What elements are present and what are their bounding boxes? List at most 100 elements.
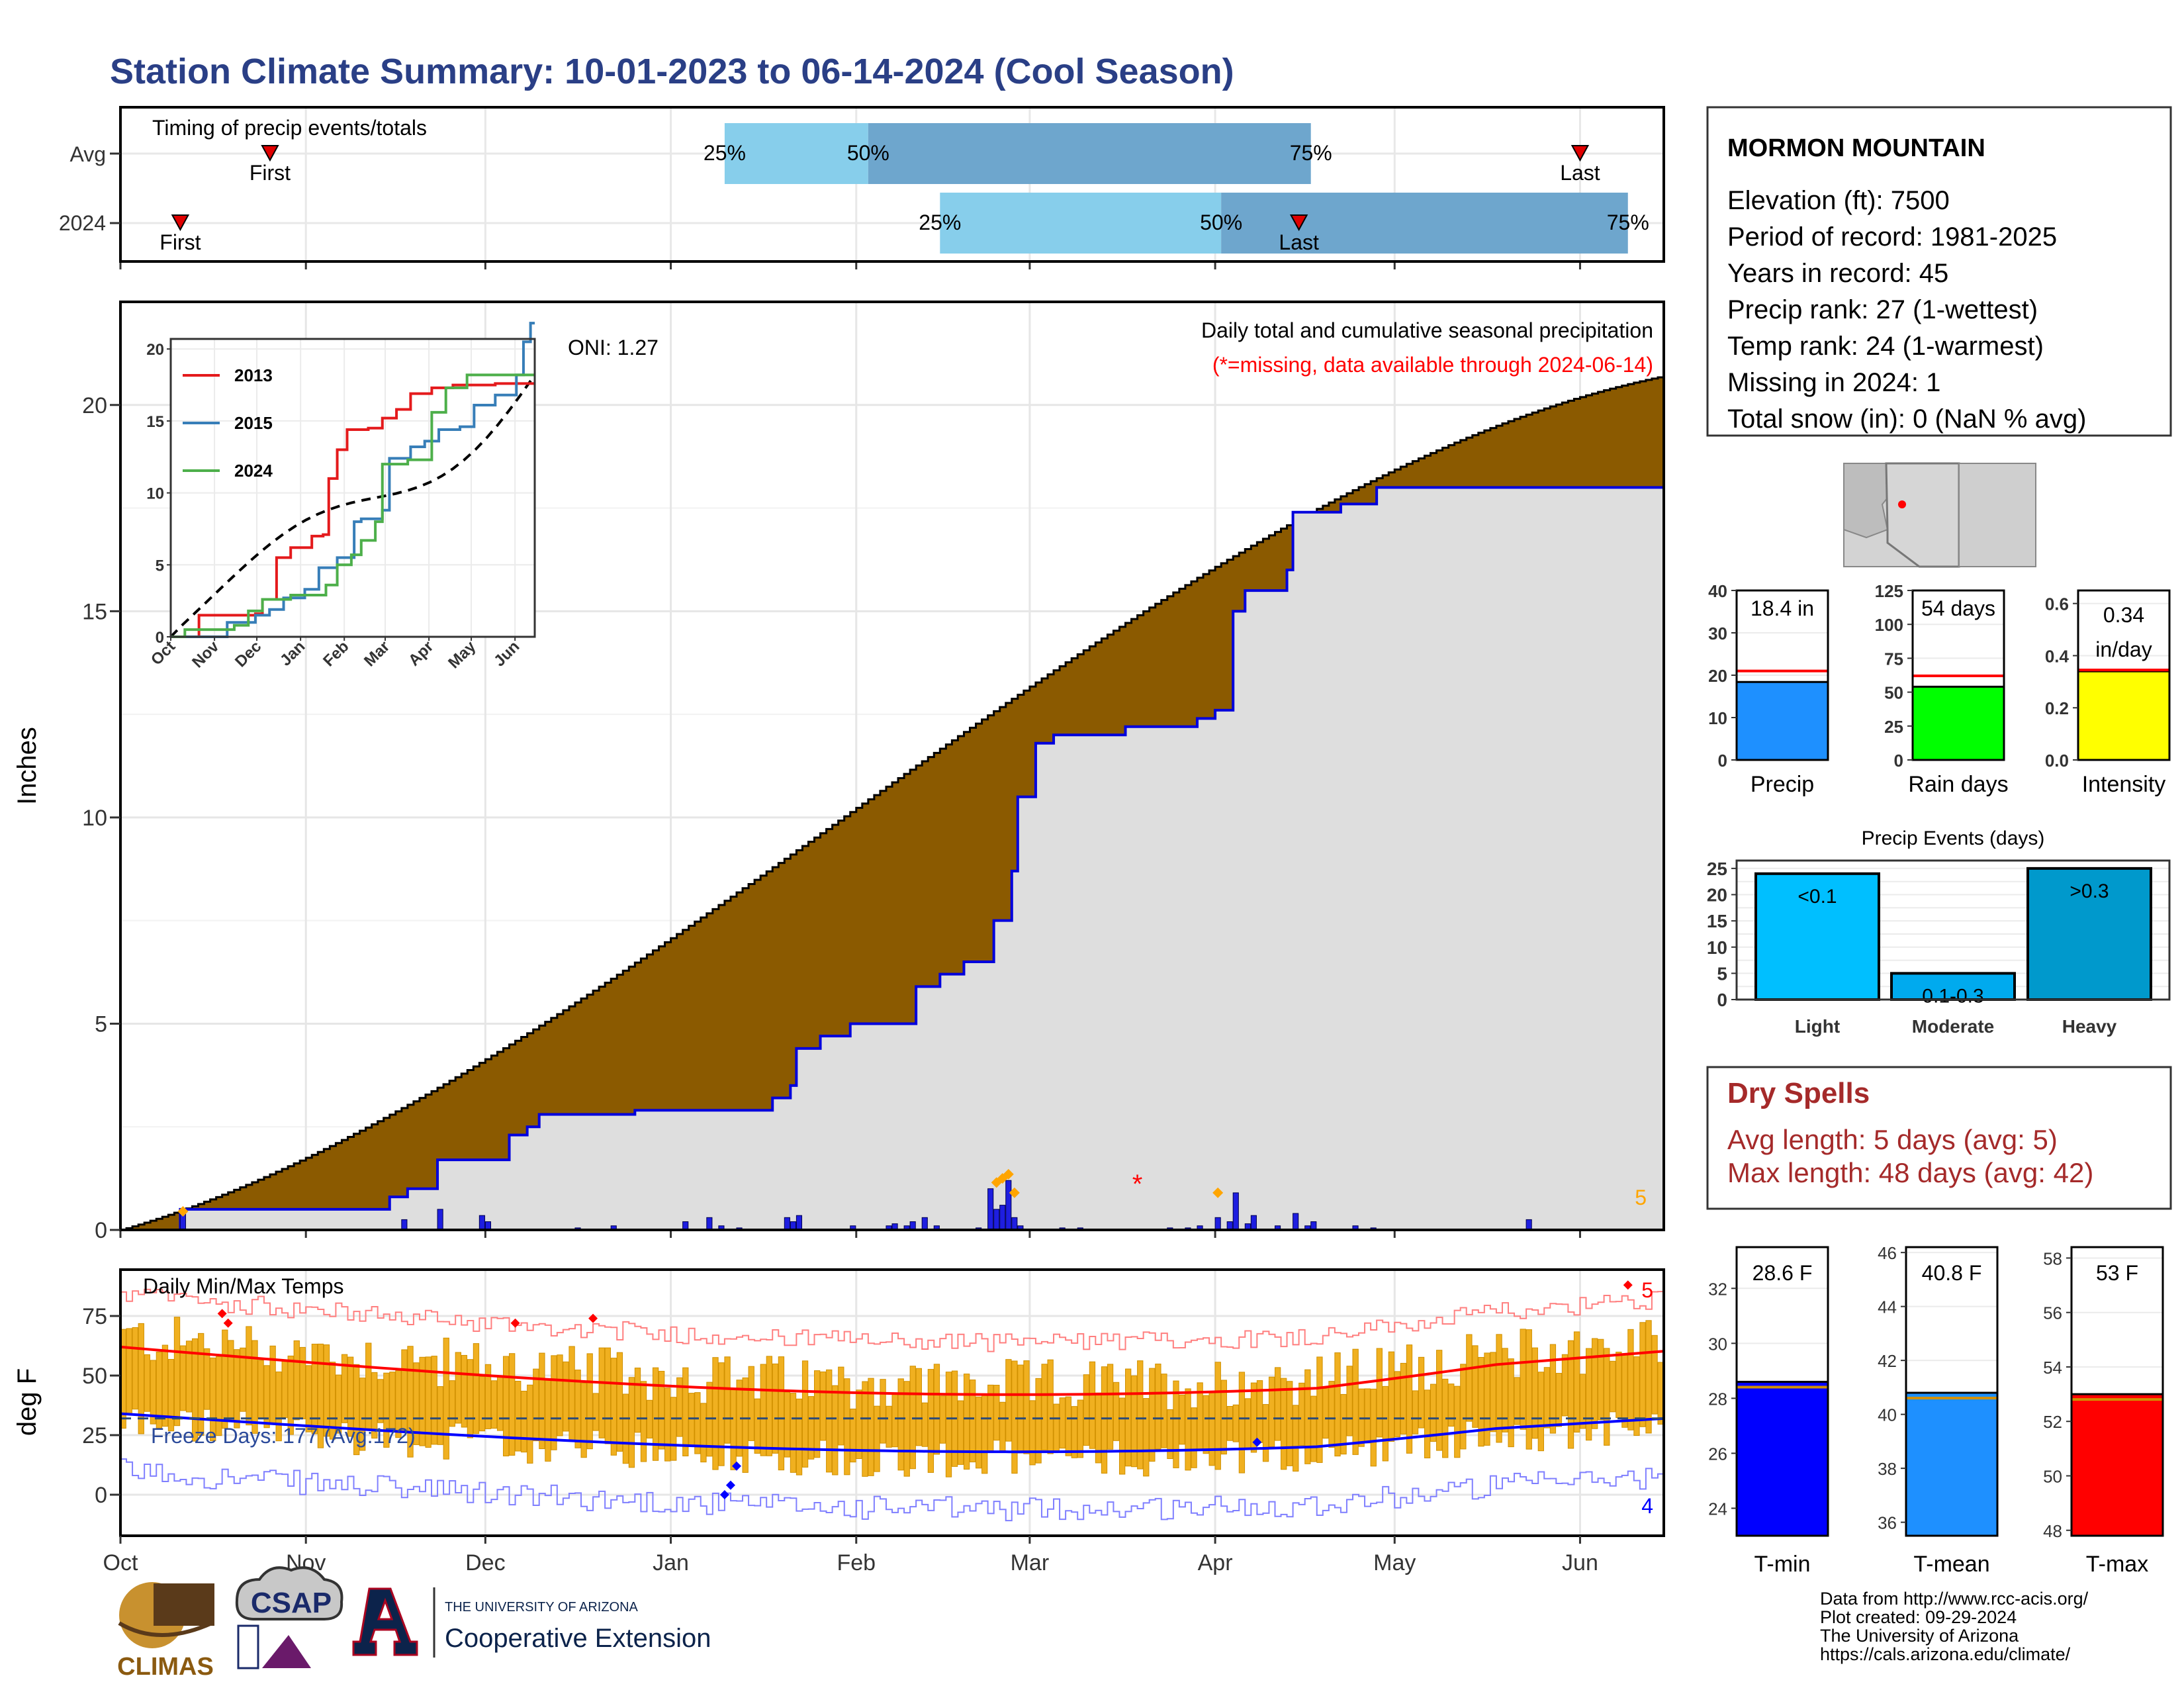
daily-temp-bar — [323, 1344, 330, 1437]
temps-ylabel: deg F — [13, 1368, 42, 1436]
timing-avg-25-50-bar — [724, 123, 868, 184]
daily-temp-bar — [1490, 1352, 1496, 1432]
events-ytick-label: 0 — [1717, 990, 1727, 1010]
record-high-marker — [223, 1318, 233, 1328]
daily-temp-bar — [616, 1352, 623, 1452]
precip-note: (*=missing, data available through 2024-… — [1212, 353, 1653, 377]
tbar-ytick-label: 30 — [1708, 1334, 1727, 1354]
daily-temp-bar — [622, 1393, 629, 1464]
station-info-line: Elevation (ft): 7500 — [1727, 186, 1950, 215]
event-bar-Heavy — [2026, 867, 2152, 1002]
tbar-ytick-label: 42 — [1878, 1351, 1897, 1371]
daily-temp-bar — [1573, 1331, 1580, 1433]
daily-temp-bar — [1478, 1356, 1484, 1447]
timing-2024-first-label: First — [159, 230, 201, 254]
daily-temp-bar — [628, 1377, 635, 1468]
inset-ytick-label: 15 — [146, 413, 164, 431]
daily-temp-bar — [173, 1317, 181, 1427]
event-bar-label-Moderate: Moderate — [1912, 1016, 1994, 1037]
daily-temp-bar — [1304, 1369, 1311, 1464]
station-info-line: Temp rank: 24 (1-warmest) — [1727, 332, 2044, 361]
daily-temp-bar — [371, 1372, 378, 1439]
daily-temp-bar — [167, 1358, 175, 1432]
daily-temp-bar — [1035, 1378, 1042, 1464]
daily-temp-bar — [813, 1370, 821, 1458]
mini-bar-ytick-label: 0.2 — [2045, 698, 2069, 718]
mini-bar-ytick-label: 50 — [1884, 683, 1903, 703]
daily-temp-bar — [1610, 1360, 1616, 1413]
events-title: Precip Events (days) — [1862, 827, 2045, 849]
timing-panel: 25% 50% 75% First Last 25% 50% 75% First Last Timi… — [59, 106, 1665, 269]
tbar-ytick-label: 32 — [1708, 1279, 1727, 1299]
daily-temp-bar — [467, 1359, 474, 1438]
daily-temp-bar — [1208, 1391, 1215, 1466]
daily-temp-bar — [772, 1363, 779, 1454]
daily-temp-bar — [844, 1378, 850, 1476]
daily-temp-bar — [347, 1356, 354, 1437]
daily-temp-bar — [730, 1389, 737, 1470]
daily-temp-bar — [1424, 1389, 1431, 1458]
precip-ytick-label: 15 — [82, 599, 107, 624]
daily-temp-bar — [1508, 1358, 1514, 1448]
daily-temp-bar — [1065, 1396, 1071, 1456]
daily-temp-bar — [1310, 1395, 1317, 1462]
daily-temp-bar — [222, 1329, 228, 1429]
daily-temp-bar — [473, 1343, 480, 1434]
daily-temp-bar — [1298, 1382, 1305, 1446]
mini-bar-ytick-label: 40 — [1708, 581, 1727, 601]
csap-logo-text: CSAP — [251, 1587, 332, 1619]
tbar-label-T-min: T-min — [1754, 1552, 1811, 1577]
daily-temp-bar — [1364, 1388, 1371, 1444]
daily-temp-bar — [754, 1398, 760, 1454]
daily-temp-bar — [868, 1378, 874, 1476]
daily-temp-bar — [670, 1397, 677, 1461]
daily-temp-bar — [1525, 1329, 1532, 1450]
tbar-ytick-label: 44 — [1878, 1297, 1897, 1317]
daily-temp-bar — [1394, 1371, 1401, 1438]
daily-temp-bar — [335, 1374, 342, 1434]
daily-temp-bar — [443, 1337, 449, 1460]
mini-bar-ytick-label: 0.0 — [2045, 751, 2069, 771]
daily-precip-bar — [1525, 1219, 1532, 1231]
daily-temp-bar — [664, 1387, 671, 1462]
daily-temp-bar — [431, 1356, 437, 1445]
mini-bar-label-Intensity: Intensity — [2082, 772, 2166, 797]
daily-temp-bar — [580, 1382, 587, 1458]
daily-temp-bar — [455, 1352, 461, 1424]
ua-logo-small-text: THE UNIVERSITY OF ARIZONA — [445, 1600, 639, 1615]
daily-temp-bar — [1220, 1380, 1227, 1455]
daily-temp-bar — [712, 1357, 719, 1470]
daily-temp-bar — [1017, 1364, 1024, 1454]
station-info-line: Total snow (in): 0 (NaN % avg) — [1727, 404, 2086, 434]
inset-legend-label-2013: 2013 — [234, 365, 273, 385]
inset-series-2015 — [171, 322, 535, 638]
daily-temp-bar — [311, 1343, 318, 1434]
inset-legend-label-2015: 2015 — [234, 413, 273, 433]
daily-temp-bar — [1340, 1393, 1347, 1455]
daily-temp-bar — [1143, 1398, 1150, 1477]
record-high-marker — [1623, 1280, 1633, 1290]
daily-temp-bar — [1561, 1354, 1569, 1417]
daily-temp-bar — [1615, 1352, 1622, 1418]
daily-temp-bar — [891, 1393, 898, 1448]
daily-temp-bar — [1472, 1345, 1479, 1428]
timing-2024-last-label: Last — [1279, 230, 1319, 254]
dry-spells-avg: Avg length: 5 days (avg: 5) — [1727, 1124, 2058, 1155]
mini-bar-value-Intensity: 0.34 — [2103, 603, 2144, 627]
daily-temp-bar — [790, 1393, 797, 1473]
daily-precip-bar — [1293, 1213, 1299, 1231]
precip-ytick-label: 5 — [95, 1011, 107, 1037]
daily-temp-bar — [933, 1364, 940, 1455]
dry-spells-max: Max length: 48 days (avg: 42) — [1727, 1157, 2093, 1188]
inset-legend-label-2024: 2024 — [234, 461, 273, 481]
daily-temp-bar — [317, 1343, 324, 1448]
daily-temp-bar — [569, 1346, 575, 1442]
daily-temp-bar — [1406, 1344, 1413, 1454]
daily-temp-bar — [880, 1379, 886, 1444]
daily-temp-bar — [915, 1368, 922, 1446]
mini-bar-label-Precip: Precip — [1751, 772, 1814, 797]
daily-temp-bar — [838, 1366, 844, 1446]
daily-temp-bar — [1238, 1372, 1246, 1474]
daily-temp-bar — [1633, 1356, 1640, 1436]
